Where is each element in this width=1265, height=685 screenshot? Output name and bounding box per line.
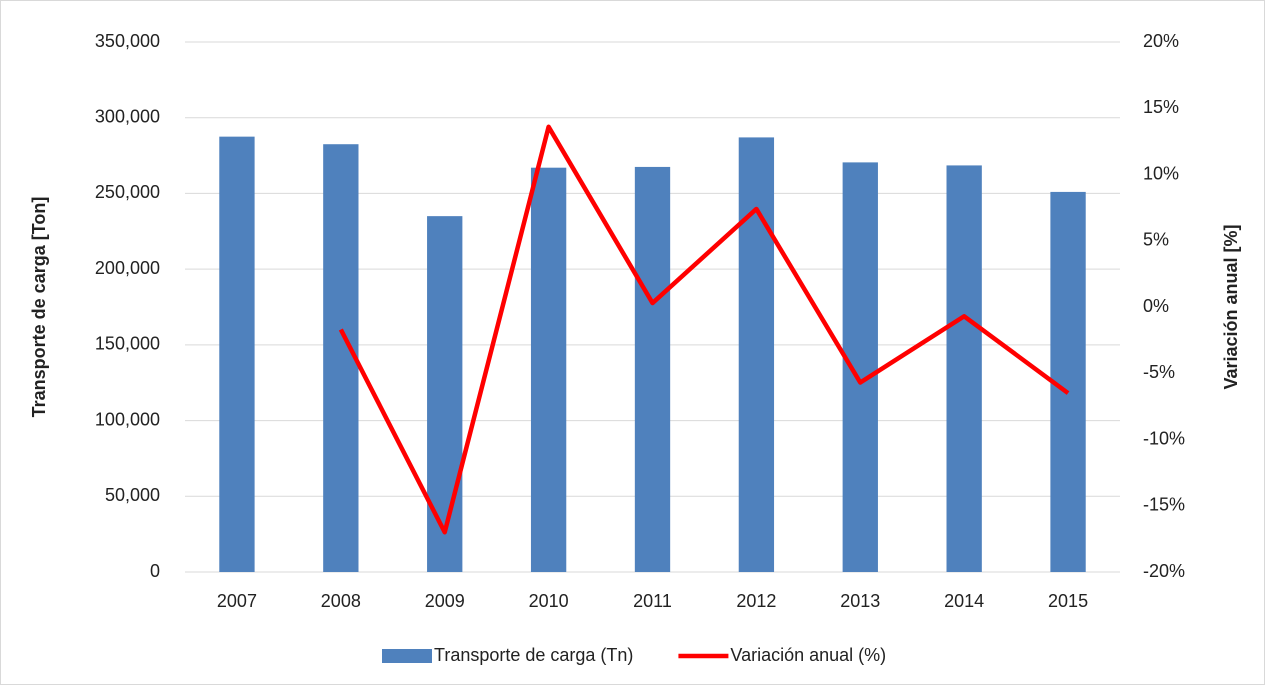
x-tick-label: 2014 [944, 591, 984, 611]
x-tick-label: 2011 [633, 591, 672, 611]
y2-tick-label: -5% [1143, 362, 1175, 382]
y-tick-label: 0 [150, 561, 160, 581]
y2-axis-title: Variación anual [%] [1221, 224, 1241, 389]
y2-tick-label: -20% [1143, 561, 1185, 581]
y2-tick-label: 10% [1143, 163, 1179, 183]
y-tick-label: 200,000 [95, 258, 160, 278]
x-tick-label: 2012 [736, 591, 776, 611]
y2-tick-label: 20% [1143, 31, 1179, 51]
y-tick-label: 100,000 [95, 409, 160, 429]
y-tick-label: 300,000 [95, 106, 160, 126]
bar [219, 136, 255, 572]
x-tick-label: 2013 [840, 591, 880, 611]
bar [842, 162, 878, 572]
bar [427, 216, 463, 572]
x-tick-label: 2015 [1048, 591, 1088, 611]
y2-tick-label: -10% [1143, 428, 1185, 448]
bar [530, 167, 567, 572]
legend-label: Transporte de carga (Tn) [434, 645, 633, 665]
y2-tick-label: 15% [1143, 97, 1179, 117]
x-tick-label: 2008 [321, 591, 361, 611]
legend-swatch [382, 649, 432, 663]
bar [634, 166, 671, 572]
bar [946, 165, 982, 572]
x-tick-label: 2010 [529, 591, 569, 611]
y-tick-label: 250,000 [95, 182, 160, 202]
legend-label: Variación anual (%) [730, 645, 886, 665]
bar [323, 144, 359, 572]
y-tick-label: 350,000 [95, 31, 160, 51]
y2-tick-label: 0% [1143, 296, 1169, 316]
x-tick-label: 2007 [217, 591, 257, 611]
line [338, 124, 1070, 535]
y-axis-title: Transporte de carga [Ton] [29, 197, 49, 418]
bar [738, 137, 775, 572]
y-tick-label: 50,000 [105, 485, 160, 505]
y2-tick-label: 5% [1143, 230, 1169, 250]
x-tick-label: 2009 [425, 591, 465, 611]
y-tick-label: 150,000 [95, 334, 160, 354]
y2-tick-label: -15% [1143, 495, 1185, 515]
